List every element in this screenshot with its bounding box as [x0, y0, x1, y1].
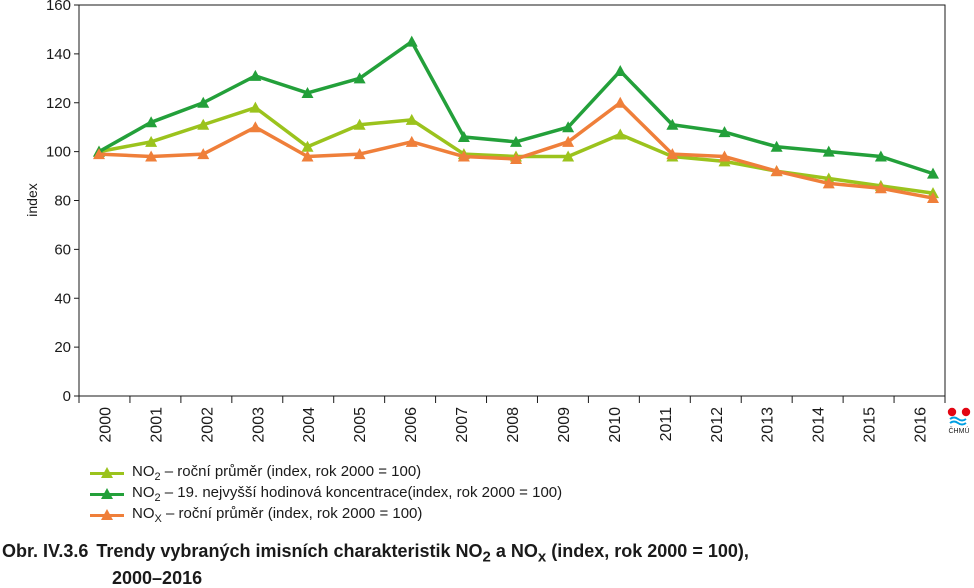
data-point	[614, 128, 627, 140]
data-point	[614, 96, 627, 108]
x-tick-label: 2004	[301, 407, 318, 443]
data-point	[197, 96, 210, 108]
legend-label: NO2 – roční průměr (index, rok 2000 = 10…	[132, 462, 422, 483]
y-axis-title: index	[24, 183, 40, 216]
x-tick-label: 2008	[505, 407, 522, 443]
data-point	[353, 118, 366, 130]
y-tick-label: 80	[54, 193, 71, 210]
y-tick-label: 40	[54, 290, 71, 307]
y-tick-label: 0	[63, 388, 71, 405]
caption-years: 2000–2016	[112, 567, 203, 588]
plot-frame	[78, 4, 946, 397]
x-axis-ticks: 2000 2001 2002 2003 2004 2005 2006 2007 2008 2009…	[78, 396, 946, 443]
x-tick-label: 2013	[760, 407, 777, 443]
y-tick-label: 160	[46, 0, 71, 14]
x-tick-label: 2002	[199, 407, 216, 443]
legend-label: NO2 – 19. nejvyšší hodinová koncentrace(…	[132, 483, 563, 504]
data-point	[562, 150, 575, 162]
x-tick-label: 2009	[556, 407, 573, 443]
data-point	[353, 148, 366, 160]
legend-label: NOX – roční průměr (index, rok 2000 = 10…	[132, 504, 423, 525]
data-point	[562, 135, 575, 147]
series-2	[93, 96, 939, 204]
data-point	[770, 165, 783, 177]
legend-item-nox-annual: NOX – roční průměr (index, rok 2000 = 10…	[90, 504, 562, 525]
data-point	[353, 72, 366, 84]
x-tick-label: 2000	[97, 407, 114, 443]
data-point	[718, 150, 731, 162]
legend: NO2 – roční průměr (index, rok 2000 = 10…	[90, 462, 562, 525]
legend-swatch	[90, 487, 124, 501]
y-tick-label: 140	[46, 46, 71, 63]
x-tick-label: 2016	[913, 407, 930, 443]
x-tick-label: 2010	[607, 407, 624, 443]
data-point	[249, 69, 262, 81]
data-point	[301, 150, 314, 162]
data-point	[301, 86, 314, 98]
y-tick-label: 20	[54, 339, 71, 356]
legend-item-no2-annual: NO2 – roční průměr (index, rok 2000 = 10…	[90, 462, 562, 483]
figure-caption: Obr. IV.3.6 Trendy vybraných imisních cha…	[2, 541, 749, 588]
data-point	[249, 121, 262, 133]
y-tick-label: 120	[46, 95, 71, 112]
data-point	[145, 150, 158, 162]
x-tick-label: 2003	[250, 407, 267, 443]
y-tick-label: 60	[54, 241, 71, 258]
series-layer	[93, 35, 939, 204]
y-tick-label: 100	[46, 144, 71, 161]
data-point	[457, 130, 470, 142]
x-tick-label: 2011	[658, 407, 675, 442]
legend-swatch	[90, 466, 124, 480]
caption-title: Trendy vybraných imisních charakteristik…	[96, 541, 749, 566]
data-point	[457, 150, 470, 162]
y-axis-ticks: 0 20 40 60 80 100 120 140 160	[46, 0, 79, 405]
data-point	[405, 35, 418, 47]
data-point	[666, 148, 679, 160]
legend-item-no2-hourly: NO2 – 19. nejvyšší hodinová koncentrace(…	[90, 483, 562, 504]
chmu-logo: ČHMÚ	[946, 407, 972, 435]
data-point	[770, 140, 783, 152]
data-point	[197, 148, 210, 160]
caption-number: Obr. IV.3.6	[2, 541, 89, 561]
x-tick-label: 2015	[862, 407, 879, 443]
x-tick-label: 2012	[709, 407, 726, 443]
data-point	[510, 152, 522, 164]
data-point	[927, 192, 939, 204]
data-point	[145, 135, 158, 147]
data-point	[666, 118, 679, 130]
data-point	[822, 145, 835, 157]
data-point	[93, 148, 105, 160]
legend-swatch	[90, 508, 124, 522]
data-point	[197, 118, 210, 130]
data-point	[822, 177, 835, 189]
data-point	[874, 150, 887, 162]
data-point	[927, 167, 939, 179]
data-point	[614, 64, 627, 76]
data-point	[145, 116, 158, 128]
data-point	[301, 140, 314, 152]
x-tick-label: 2007	[454, 407, 471, 443]
x-tick-label: 2005	[352, 407, 369, 443]
x-tick-label: 2006	[403, 407, 420, 443]
data-point	[405, 113, 418, 125]
x-tick-label: 2001	[148, 407, 165, 443]
data-point	[510, 135, 522, 147]
x-tick-label: 2014	[811, 407, 828, 443]
data-point	[405, 135, 418, 147]
data-point	[874, 182, 887, 194]
data-point	[562, 121, 575, 133]
data-point	[718, 126, 731, 138]
svg-text:ČHMÚ: ČHMÚ	[949, 426, 970, 435]
data-point	[249, 101, 262, 113]
